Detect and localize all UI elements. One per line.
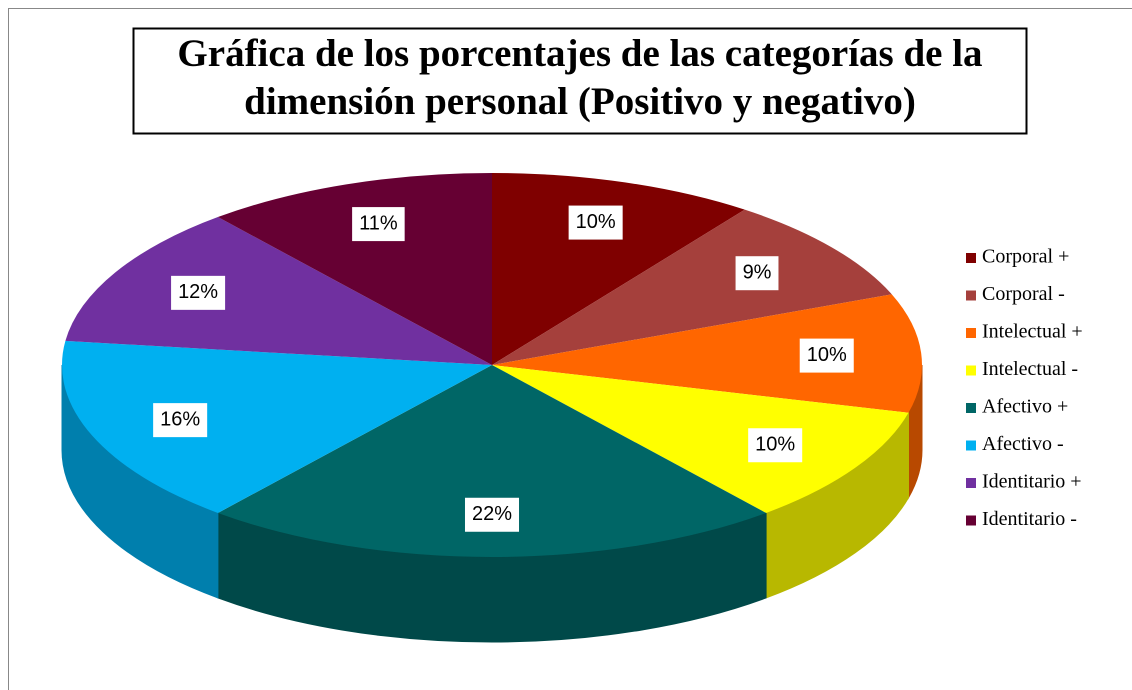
legend-swatch <box>966 403 976 413</box>
data-label: 22% <box>472 503 512 525</box>
chart-title: Gráfica de los porcentajes de las catego… <box>177 32 982 75</box>
data-label-box <box>748 428 803 463</box>
legend-swatch <box>966 290 976 301</box>
legend-label: Identitario + <box>982 471 1082 493</box>
legend-swatch <box>966 440 976 451</box>
legend-label: Corporal - <box>982 283 1065 305</box>
data-label-box <box>799 338 854 373</box>
data-label-box <box>464 497 520 532</box>
data-label-box <box>171 275 226 310</box>
slice <box>65 217 492 365</box>
slice <box>492 365 909 513</box>
legend-swatch <box>966 253 976 263</box>
legend-label: Intelectual + <box>982 321 1083 343</box>
legend-label: Corporal + <box>982 246 1069 268</box>
slice <box>492 209 892 365</box>
legend-swatch <box>966 478 976 488</box>
data-label: 10% <box>755 434 795 456</box>
data-label: 10% <box>807 344 847 366</box>
data-label-box <box>153 403 208 438</box>
slice <box>61 340 492 513</box>
legend-label: Identitario - <box>982 508 1077 530</box>
title-box <box>132 27 1028 135</box>
slice <box>217 173 492 365</box>
data-label-box <box>735 256 779 291</box>
data-label-box <box>568 205 623 240</box>
legend-label: Afectivo + <box>982 396 1068 418</box>
data-label: 11% <box>359 212 398 234</box>
data-label: 10% <box>576 211 616 233</box>
legend-label: Intelectual - <box>982 358 1078 380</box>
data-label: 12% <box>178 281 218 303</box>
slice <box>492 294 923 413</box>
legend-label: Afectivo - <box>982 433 1064 455</box>
slice <box>492 173 745 365</box>
chart-title: dimensión personal (Positivo y negativo) <box>244 80 916 123</box>
legend-swatch <box>966 328 976 338</box>
legend-swatch <box>966 515 976 526</box>
data-label: 9% <box>743 261 772 283</box>
data-label-box <box>352 207 405 242</box>
data-label: 16% <box>160 408 200 430</box>
legend-swatch <box>966 365 976 376</box>
slice <box>217 365 767 557</box>
